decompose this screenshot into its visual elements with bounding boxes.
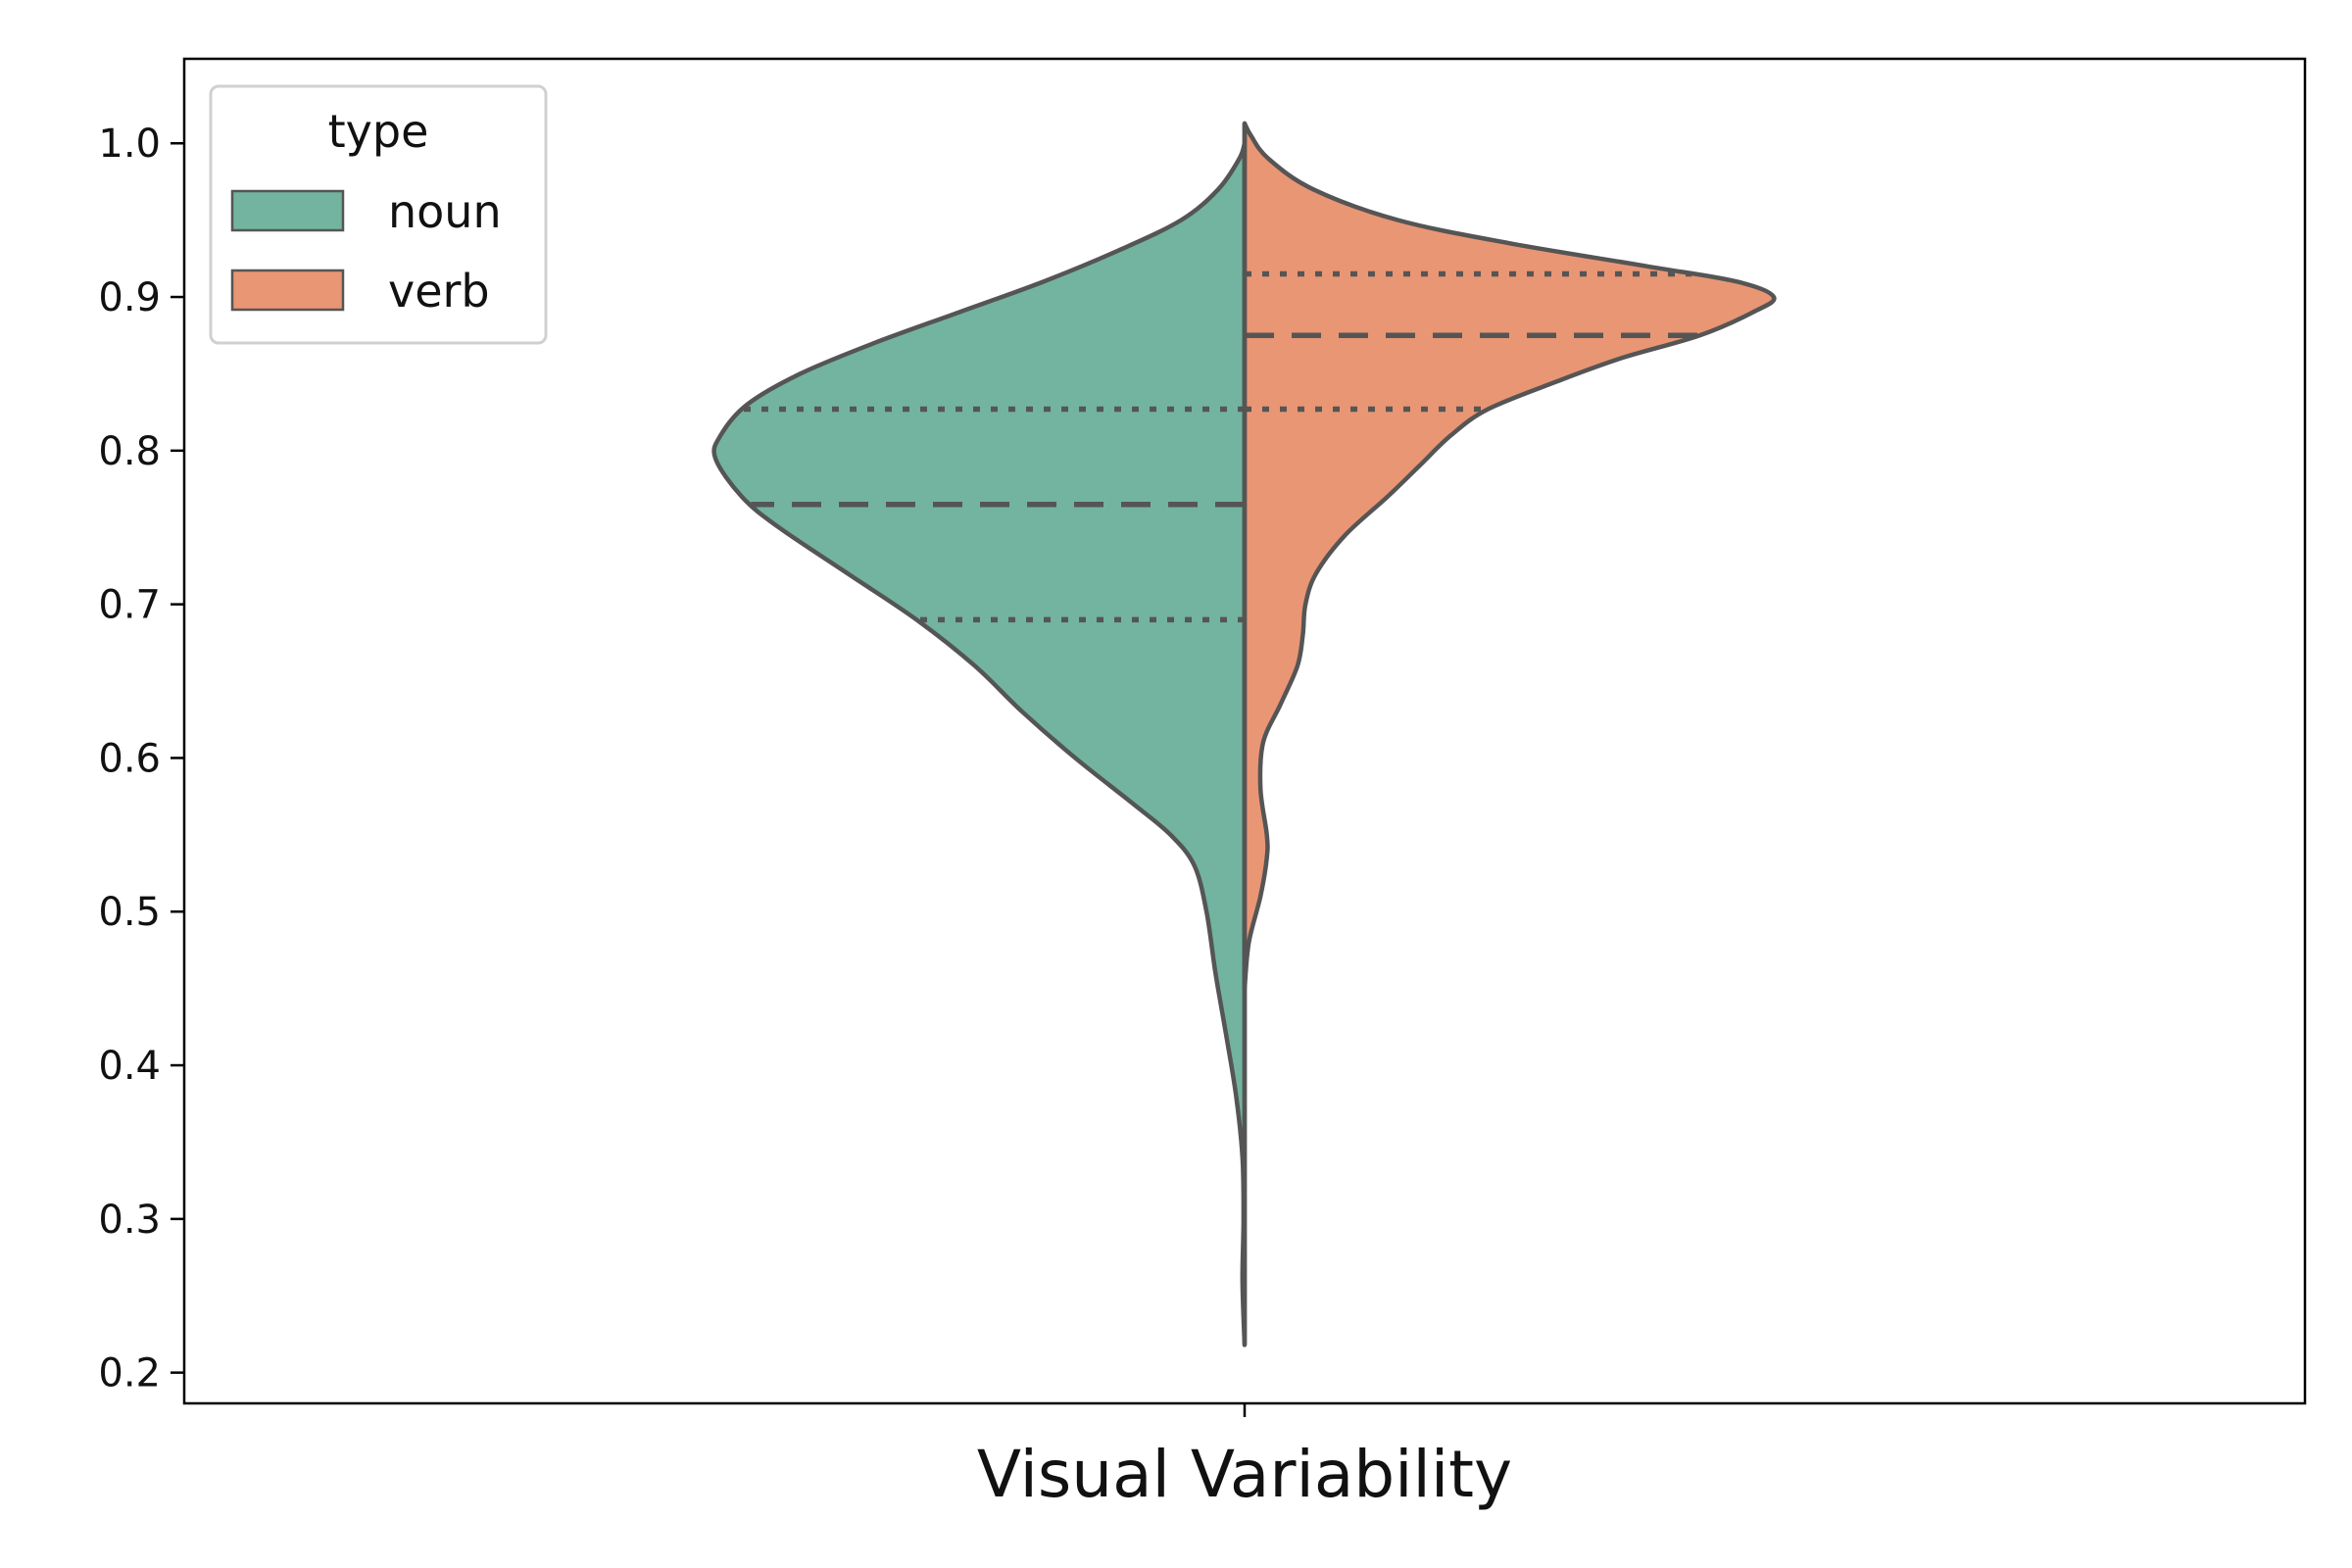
- violin-half-noun: [711, 140, 1248, 1348]
- y-tick-label: 0.4: [98, 1044, 161, 1089]
- quartile-lines: [743, 122, 1700, 1346]
- y-tick-label: 0.3: [98, 1198, 161, 1243]
- x-axis: Visual Variability: [977, 1403, 1512, 1512]
- legend: type noun verb: [209, 84, 548, 345]
- legend-label-noun: noun: [388, 185, 502, 238]
- y-tick-label: 0.8: [98, 429, 161, 474]
- y-axis: 0.2 0.3 0.4 0.5 0.6 0.7 0.8 0.9 1.0: [98, 122, 184, 1396]
- y-tick-label: 1.0: [98, 122, 161, 167]
- y-tick-label: 0.9: [98, 275, 161, 320]
- legend-swatch-noun: [230, 189, 345, 232]
- violin-group: [711, 121, 1777, 1348]
- y-tick-label: 0.5: [98, 890, 161, 935]
- y-tick-label: 0.2: [98, 1351, 161, 1396]
- y-tick-label: 0.7: [98, 583, 161, 628]
- legend-label-verb: verb: [388, 265, 490, 318]
- violin-half-verb: [1242, 121, 1777, 991]
- y-tick-label: 0.6: [98, 736, 161, 781]
- x-axis-label: Visual Variability: [977, 1437, 1512, 1512]
- legend-swatch-verb: [230, 269, 345, 312]
- legend-title: type: [328, 105, 429, 158]
